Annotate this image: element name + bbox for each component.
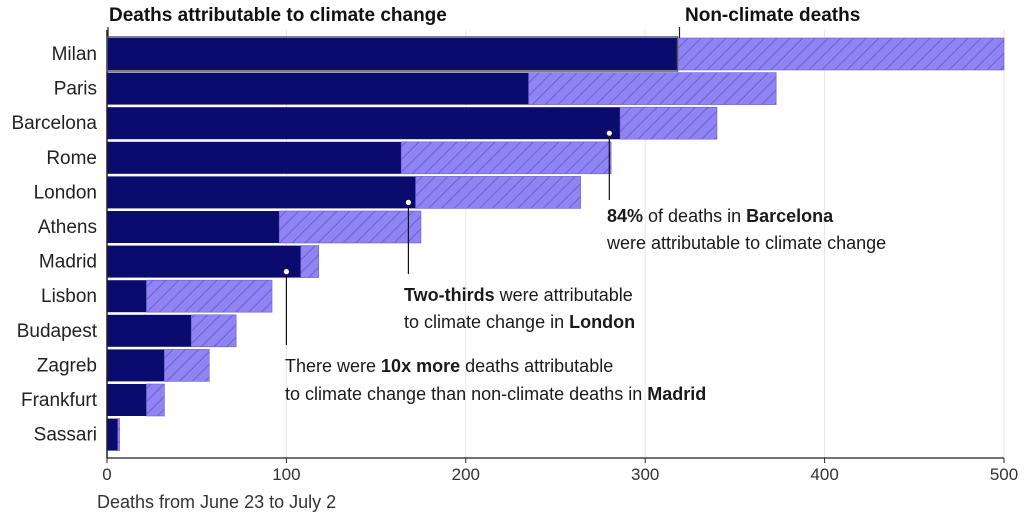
bar-nonclimate-zagreb xyxy=(164,349,210,382)
annotation-segment: of deaths in xyxy=(643,206,746,226)
bar-nonclimate-madrid xyxy=(300,245,319,278)
category-label-sassari: Sassari xyxy=(34,425,97,446)
bar-climate-madrid xyxy=(107,245,301,278)
annotation-segment: There were xyxy=(285,356,381,376)
bar-nonclimate-sassari xyxy=(117,418,120,451)
annotation-segment: 10x more xyxy=(381,356,460,376)
category-label-rome: Rome xyxy=(46,148,97,169)
category-label-madrid: Madrid xyxy=(39,252,97,273)
tick-label-0: 0 xyxy=(102,465,111,484)
legend: Deaths attributable to climate change Non… xyxy=(106,5,860,72)
bar-climate-paris xyxy=(107,72,529,105)
annotation-segment: to climate change than non-climate death… xyxy=(285,384,647,404)
annotation-dot-madrid xyxy=(283,269,289,275)
annotation-london-line-1: Two-thirds were attributable xyxy=(404,285,633,305)
annotation-segment: were attributable to climate change xyxy=(606,233,886,253)
category-labels: Milan Paris Barcelona Rome London Athens Madri… xyxy=(11,44,97,446)
bar-nonclimate-rome xyxy=(400,141,612,175)
bar-climate-london xyxy=(107,176,416,209)
tick-label-200: 200 xyxy=(452,465,480,484)
bar-climate-sassari xyxy=(107,418,118,451)
category-label-frankfurt: Frankfurt xyxy=(21,390,98,411)
bar-nonclimate-lisbon xyxy=(146,279,273,313)
legend-highlight-outline xyxy=(106,36,679,72)
category-label-barcelona: Barcelona xyxy=(11,113,97,134)
tick-label-100: 100 xyxy=(272,465,300,484)
annotation-barcelona-line-1: 84% of deaths in Barcelona xyxy=(607,206,834,226)
bar-nonclimate-athens xyxy=(278,210,422,244)
annotation-london-line-2: to climate change in London xyxy=(404,312,635,332)
annotations: 84% of deaths in Barcelona were attributa… xyxy=(283,130,886,404)
annotation-segment: Barcelona xyxy=(746,206,834,226)
category-label-zagreb: Zagreb xyxy=(37,355,97,376)
bar-nonclimate-budapest xyxy=(191,314,237,348)
tick-label-500: 500 xyxy=(990,465,1018,484)
annotation-madrid-line-1: There were 10x more deaths attributable xyxy=(285,356,613,376)
annotation-segment: deaths attributable xyxy=(460,356,613,376)
annotation-segment: Madrid xyxy=(647,384,706,404)
category-label-budapest: Budapest xyxy=(17,321,98,342)
tick-label-300: 300 xyxy=(631,465,659,484)
bar-climate-budapest xyxy=(107,314,192,347)
bar-nonclimate-frankfurt xyxy=(146,383,165,417)
x-axis: 0 100 200 300 400 500 Deaths from June 23 to J… xyxy=(97,30,1018,512)
bar-nonclimate-london xyxy=(415,176,581,209)
bars xyxy=(107,37,1005,451)
bar-climate-frankfurt xyxy=(107,384,147,416)
annotation-segment: 84% xyxy=(607,206,643,226)
annotation-madrid-line-2: to climate change than non-climate death… xyxy=(285,384,706,404)
bar-climate-milan xyxy=(107,38,678,70)
tick-label-400: 400 xyxy=(810,465,838,484)
category-label-paris: Paris xyxy=(54,79,97,100)
category-label-milan: Milan xyxy=(52,44,97,65)
annotation-segment: to climate change in xyxy=(404,312,569,332)
bar-nonclimate-barcelona xyxy=(619,106,718,140)
category-label-athens: Athens xyxy=(38,217,97,238)
annotation-segment: Two-thirds xyxy=(404,285,495,305)
bar-nonclimate-milan xyxy=(677,37,1005,71)
x-axis-title: Deaths from June 23 to July 2 xyxy=(97,492,336,512)
category-label-london: London xyxy=(34,182,97,203)
bar-climate-barcelona xyxy=(107,107,621,140)
bar-nonclimate-paris xyxy=(528,72,777,105)
category-label-lisbon: Lisbon xyxy=(41,286,97,307)
annotation-segment: were attributable xyxy=(495,285,633,305)
bar-climate-athens xyxy=(107,211,280,243)
bar-climate-zagreb xyxy=(107,349,165,382)
annotation-dot-barcelona xyxy=(606,130,612,136)
legend-nonclimate-label: Non-climate deaths xyxy=(685,5,860,26)
annotation-segment: London xyxy=(569,312,635,332)
legend-climate-label: Deaths attributable to climate change xyxy=(109,5,447,26)
bar-climate-rome xyxy=(107,141,402,174)
annotation-dot-london xyxy=(405,199,411,205)
annotation-barcelona-line-2: were attributable to climate change xyxy=(606,233,886,253)
bar-climate-lisbon xyxy=(107,280,147,313)
